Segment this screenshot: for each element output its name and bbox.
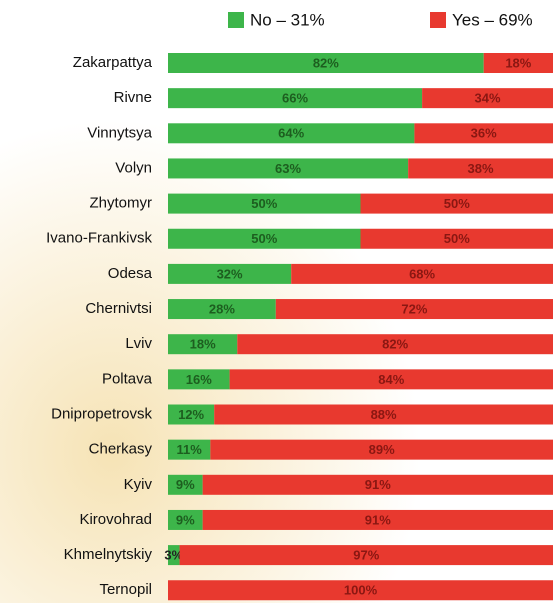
bar-segment [168,439,211,460]
bar-segment [237,334,554,355]
legend-label: Yes – 69% [452,10,533,29]
bar-segment [408,158,553,179]
category-label: Kirovohrad [79,511,152,528]
value-label: 68% [409,266,435,281]
bar-segment [202,474,553,495]
bar-segment [168,580,553,601]
category-label: Dnipropetrovsk [51,405,152,422]
value-label: 9% [176,477,195,492]
value-label: 66% [282,91,308,106]
value-label: 38% [468,161,494,176]
category-label: Lviv [125,335,152,352]
category-label: Chernivtsi [85,300,152,317]
value-label: 50% [251,231,277,246]
category-label: Volyn [115,159,152,176]
bar-segment [168,53,484,73]
bar-segment [422,88,553,109]
value-label: 100% [344,583,378,598]
bar-segment [168,545,180,566]
bar-segment [168,509,203,530]
value-label: 50% [444,196,470,211]
bar-segment [179,545,554,566]
category-label: Poltava [102,370,153,387]
value-label: 91% [365,512,391,527]
legend-swatch [430,12,446,28]
category-label: Ivano-Frankivsk [46,230,152,247]
value-label: 3% [164,548,183,563]
bar-segment [275,299,553,320]
value-label: 91% [365,477,391,492]
value-label: 12% [178,407,204,422]
value-label: 18% [505,55,531,70]
bar-segment [360,193,553,214]
bar-segment [168,158,409,179]
value-label: 36% [471,126,497,141]
bar-segment [202,509,553,530]
category-label: Khmelnytskiy [64,546,153,563]
bar-segment [414,123,553,144]
category-label: Rivne [114,89,152,106]
category-label: Zhytomyr [89,195,152,212]
bar-segment [360,228,553,249]
value-label: 18% [190,337,216,352]
bar-segment [229,369,553,390]
value-label: 34% [475,91,501,106]
bar-segment [168,263,292,284]
bar-segment [168,334,238,355]
bar-segment [168,228,361,249]
legend-label: No – 31% [250,10,325,29]
value-label: 88% [371,407,397,422]
value-label: 50% [251,196,277,211]
bar-segment [168,123,415,144]
bar-segment [168,474,203,495]
value-label: 11% [177,442,203,457]
value-label: 9% [176,512,195,527]
bar-segment [168,369,230,390]
bar-segment [168,404,215,425]
value-label: 84% [378,372,404,387]
value-label: 97% [353,548,379,563]
category-label: Ternopil [99,581,152,598]
value-label: 89% [369,442,395,457]
bar-segment [210,439,553,460]
value-label: 82% [313,55,339,70]
value-label: 50% [444,231,470,246]
value-label: 28% [209,301,235,316]
legend-swatch [228,12,244,28]
value-label: 32% [217,266,243,281]
category-label: Kyiv [124,476,153,493]
value-label: 72% [401,301,427,316]
category-label: Zakarpattya [73,54,153,71]
bar-segment [168,193,361,214]
bar-segment [168,88,423,109]
value-label: 82% [382,337,408,352]
bar-segment [291,263,553,284]
bar-segment [214,404,553,425]
category-label: Vinnytsya [87,124,152,141]
value-label: 64% [278,126,304,141]
value-label: 16% [186,372,212,387]
category-label: Odesa [108,265,153,282]
value-label: 63% [275,161,301,176]
bar-segment [483,53,553,73]
bar-segment [168,299,276,320]
category-label: Cherkasy [89,441,153,458]
